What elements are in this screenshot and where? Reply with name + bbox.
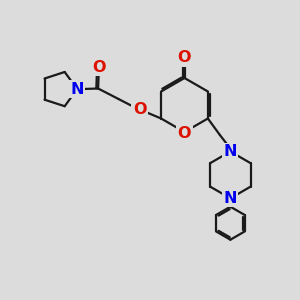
Text: N: N bbox=[224, 144, 237, 159]
Text: N: N bbox=[224, 191, 237, 206]
Text: O: O bbox=[133, 102, 146, 117]
Text: N: N bbox=[70, 82, 84, 97]
Text: O: O bbox=[178, 126, 191, 141]
Text: O: O bbox=[92, 60, 106, 75]
Text: O: O bbox=[178, 50, 191, 65]
